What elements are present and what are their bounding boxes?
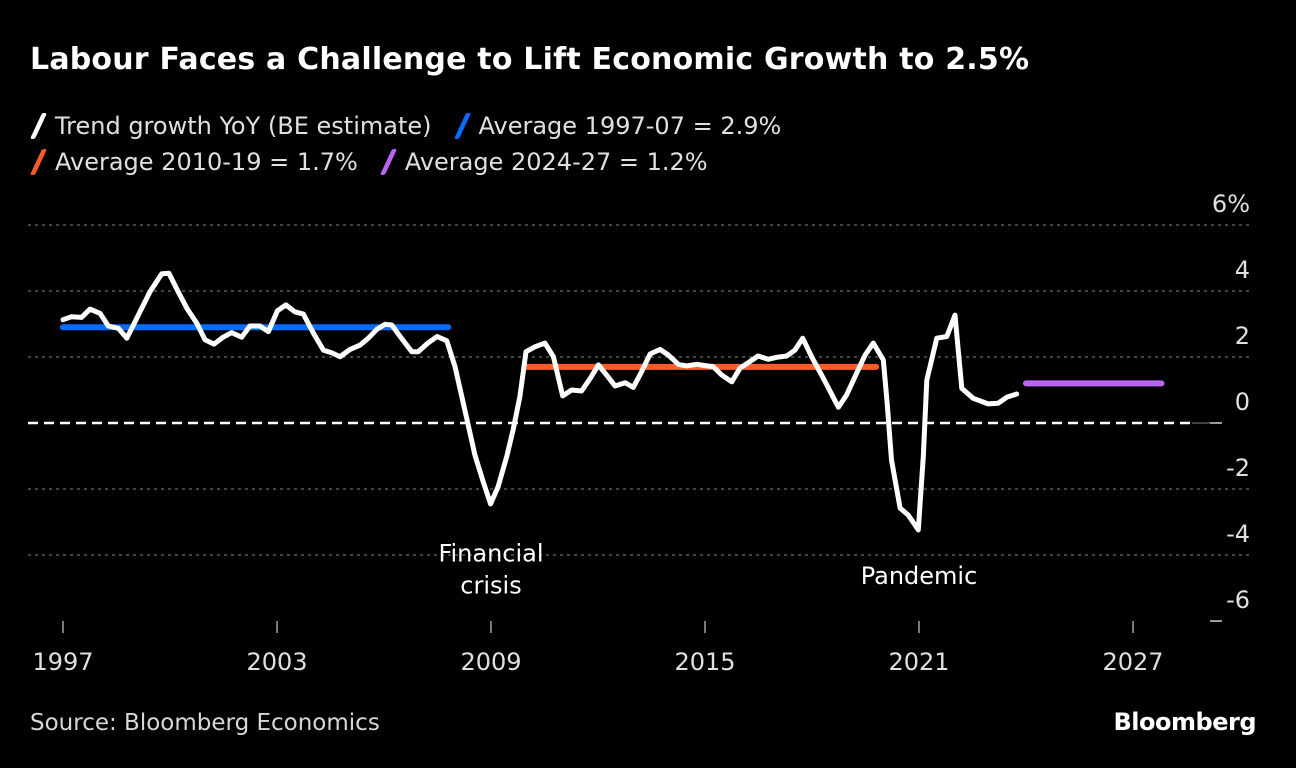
legend-item-avg-1997-07: Average 1997-07 = 2.9% [453,108,782,144]
y-tick-label: -6 [1226,586,1250,614]
source-note: Source: Bloomberg Economics [30,710,380,736]
y-tick-label: 0 [1235,388,1250,416]
legend-label-avg-2010-19: Average 2010-19 = 1.7% [55,148,358,176]
legend: Trend growth YoY (BE estimate) Average 1… [29,108,803,180]
trend-growth-line [60,270,1020,533]
x-tick-label: 2015 [674,648,735,676]
legend-item-trend: Trend growth YoY (BE estimate) [29,108,432,144]
series-group [60,270,1165,533]
legend-label-avg-2024-27: Average 2024-27 = 1.2% [404,148,708,176]
annotation-pandemic: Pandemic [861,562,978,590]
annotation-financial-crisis: Financial [438,539,543,567]
legend-row-2: Average 2010-19 = 1.7% Average 2024-27 =… [29,144,803,180]
annotation-financial-crisis: crisis [460,571,521,599]
legend-item-avg-2010-19: Average 2010-19 = 1.7% [29,144,358,180]
chart-title: Labour Faces a Challenge to Lift Economi… [30,42,1030,77]
y-axis-labels: 6% 4 2 0 -2 -4 -6 [1212,190,1250,614]
legend-item-avg-2024-27: Average 2024-27 = 1.2% [379,144,708,180]
x-tick-label: 2009 [460,648,521,676]
y-tick-label: -2 [1226,454,1250,482]
annotations: Financial crisis Pandemic [438,539,977,599]
y-tick-label: 4 [1235,256,1250,284]
x-tick-label: 2021 [888,648,949,676]
bloomberg-logo: Bloomberg [1113,708,1257,736]
y-tick-label: -4 [1226,520,1250,548]
x-tick-label: 1997 [32,648,93,676]
x-axis: 1997 2003 2009 2015 2021 2027 [32,621,1164,676]
y-tick-label: 6% [1212,190,1250,218]
legend-label-trend: Trend growth YoY (BE estimate) [55,112,432,140]
legend-label-avg-1997-07: Average 1997-07 = 2.9% [478,112,782,140]
legend-row-1: Trend growth YoY (BE estimate) Average 1… [29,108,803,144]
y-tick-label: 2 [1235,322,1250,350]
x-tick-label: 2027 [1102,648,1163,676]
x-tick-label: 2003 [246,648,307,676]
gridlines [28,224,1252,622]
